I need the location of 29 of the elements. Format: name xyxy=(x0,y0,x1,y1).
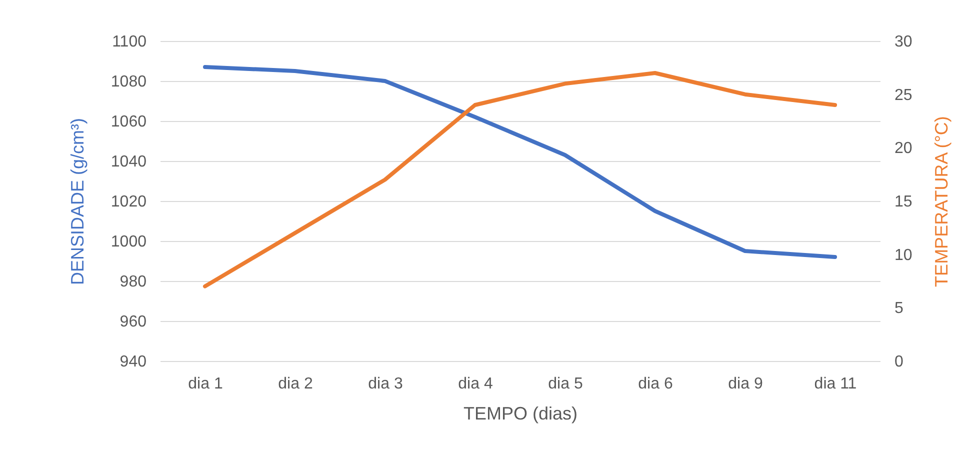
y2-tick-label: 5 xyxy=(894,300,904,318)
y2-tick-label: 30 xyxy=(894,34,912,50)
y-tick-label: 1060 xyxy=(110,114,147,130)
x-tick-label: dia 2 xyxy=(278,376,313,392)
x-tick-label: dia 4 xyxy=(458,376,493,392)
y-tick-label: 960 xyxy=(120,314,147,330)
y-tick-label: 940 xyxy=(120,354,147,370)
y-tick-label: 1000 xyxy=(110,234,147,250)
x-axis-title: TEMPO (dias) xyxy=(463,404,578,424)
y-tick-label: 1020 xyxy=(110,194,147,210)
y-tick-label: 980 xyxy=(120,274,147,290)
x-tick-label: dia 9 xyxy=(728,376,763,392)
y2-tick-label: 0 xyxy=(894,354,904,370)
y-tick-label: 1040 xyxy=(110,154,147,170)
x-tick-label: dia 3 xyxy=(368,376,403,392)
x-tick-label: dia 1 xyxy=(188,376,223,392)
y-tick-label: 1080 xyxy=(110,74,147,90)
y-tick-label: 1100 xyxy=(112,34,147,50)
x-tick-label: dia 11 xyxy=(814,376,857,392)
line-series xyxy=(203,71,837,288)
y2-axis-title: TEMPERATURA (°C) xyxy=(932,116,952,287)
y2-tick-label: 10 xyxy=(894,246,912,264)
y2-tick-label: 20 xyxy=(894,140,912,158)
x-tick-label: dia 6 xyxy=(638,376,673,392)
x-tick-label: dia 5 xyxy=(548,376,583,392)
y2-tick-label: 15 xyxy=(894,194,912,210)
line-series xyxy=(203,65,837,259)
y2-tick-label: 25 xyxy=(894,86,912,104)
y-axis-title: DENSIDADE (g/cm³) xyxy=(68,118,88,286)
